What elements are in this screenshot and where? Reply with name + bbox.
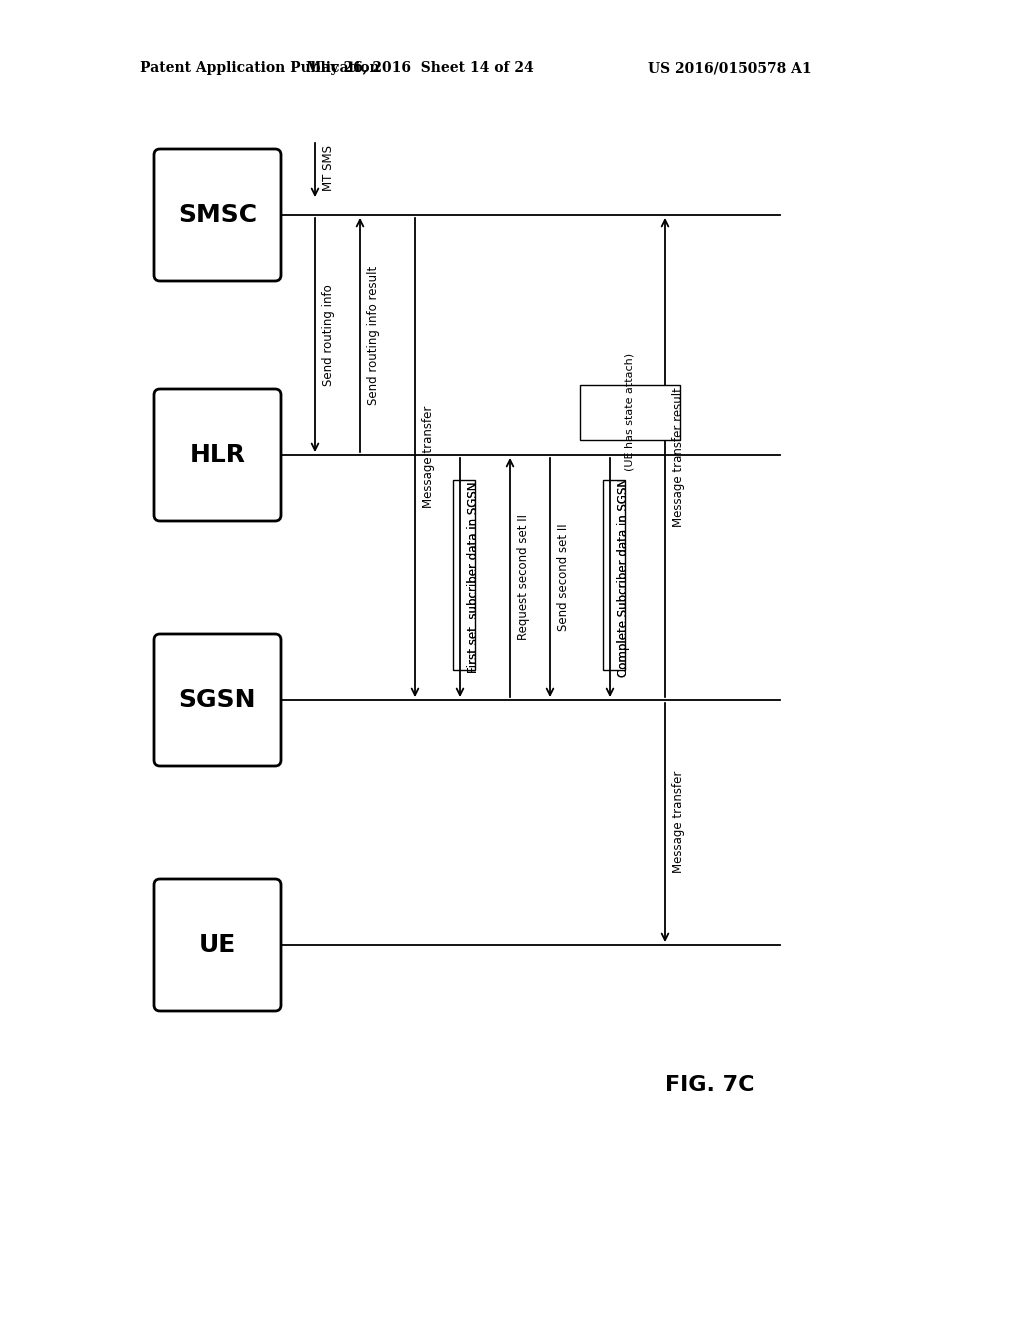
Bar xyxy=(580,385,680,440)
Text: US 2016/0150578 A1: US 2016/0150578 A1 xyxy=(648,61,812,75)
Text: Request second set II: Request second set II xyxy=(517,513,530,640)
Text: Message transfer: Message transfer xyxy=(422,405,435,508)
FancyBboxPatch shape xyxy=(154,879,281,1011)
Bar xyxy=(453,480,475,671)
Text: May 26, 2016  Sheet 14 of 24: May 26, 2016 Sheet 14 of 24 xyxy=(306,61,534,75)
Text: Message transfer: Message transfer xyxy=(672,771,685,874)
Text: First set  subcriber data in SGSN: First set subcriber data in SGSN xyxy=(467,482,480,673)
FancyBboxPatch shape xyxy=(154,389,281,521)
Text: First set  subcriber data in SGSN: First set subcriber data in SGSN xyxy=(467,482,480,673)
Text: HLR: HLR xyxy=(189,444,246,467)
Text: (UE has state attach): (UE has state attach) xyxy=(625,352,635,471)
Text: Complete Subcriber data in SGSN: Complete Subcriber data in SGSN xyxy=(617,478,630,677)
Text: Send routing info: Send routing info xyxy=(322,284,335,385)
Text: SMSC: SMSC xyxy=(178,203,257,227)
Bar xyxy=(603,480,625,671)
Text: UE: UE xyxy=(199,933,237,957)
Text: Send second set II: Send second set II xyxy=(557,523,570,631)
Text: Patent Application Publication: Patent Application Publication xyxy=(140,61,380,75)
Text: SGSN: SGSN xyxy=(179,688,256,711)
Text: MT SMS: MT SMS xyxy=(322,145,335,191)
Text: Complete Subcriber data in SGSN: Complete Subcriber data in SGSN xyxy=(617,478,630,677)
FancyBboxPatch shape xyxy=(154,634,281,766)
Text: Message transfer result: Message transfer result xyxy=(672,387,685,527)
Text: Send routing info result: Send routing info result xyxy=(367,265,380,405)
FancyBboxPatch shape xyxy=(154,149,281,281)
Text: FIG. 7C: FIG. 7C xyxy=(666,1074,755,1096)
